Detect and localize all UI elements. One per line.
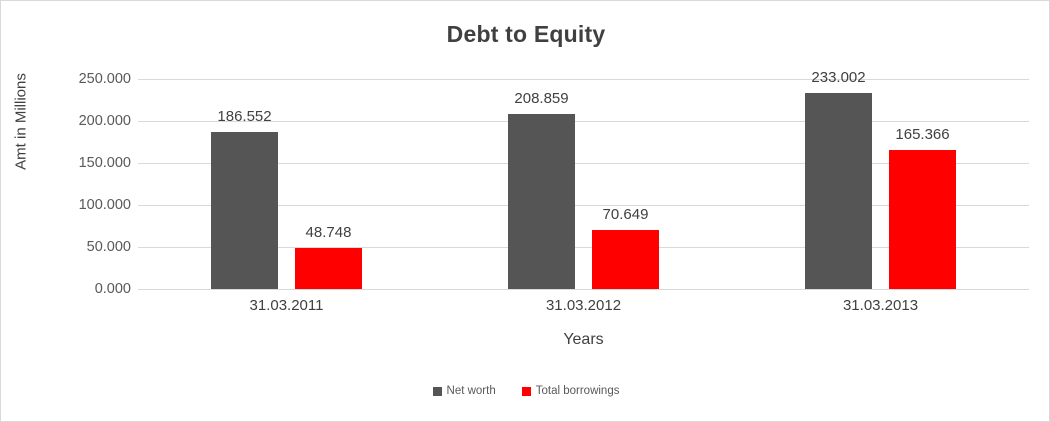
gridline xyxy=(138,247,1029,248)
bar-total-borrowings-31.03.2012[interactable] xyxy=(592,229,659,289)
y-axis-tick-labels: 0.000 50.000 100.000 150.000 200.000 250.000 xyxy=(1,71,131,297)
bar-value-label: 186.552 xyxy=(217,108,272,126)
x-axis-title: Years xyxy=(563,331,604,348)
legend-swatch-icon xyxy=(521,386,531,396)
plot-area: 186.552 48.748 208.859 70.649 233.002 165.366 xyxy=(138,69,1029,290)
bar-value-label: 48.748 xyxy=(305,224,352,242)
bar-net-worth-31.03.2012[interactable] xyxy=(508,113,575,289)
legend-item-net-worth[interactable]: Net worth xyxy=(432,385,496,397)
chart-title: Debt to Equity xyxy=(446,21,606,47)
bar-total-borrowings-31.03.2013[interactable] xyxy=(889,150,956,289)
chart-legend: Net worth Total borrowings xyxy=(1,385,1049,397)
gridline xyxy=(138,205,1029,206)
y-axis-tick-label: 50.000 xyxy=(86,239,131,255)
y-axis-tick-label: 150.000 xyxy=(78,155,131,171)
legend-item-total-borrowings[interactable]: Total borrowings xyxy=(521,385,620,397)
y-axis-tick-label: 0.000 xyxy=(94,281,131,297)
bar-value-label: 208.859 xyxy=(514,89,569,107)
x-axis-category-label: 31.03.2013 xyxy=(842,297,919,314)
y-axis-tick-label: 100.000 xyxy=(78,197,131,213)
gridline xyxy=(138,163,1029,164)
bar-total-borrowings-31.03.2011[interactable] xyxy=(295,248,362,289)
bar-value-label: 165.366 xyxy=(895,126,950,144)
y-axis-tick-label: 200.000 xyxy=(78,113,131,129)
bar-value-label: 70.649 xyxy=(602,205,649,223)
x-axis-category-labels: 31.03.2011 31.03.2012 31.03.2013 xyxy=(138,297,1029,321)
x-axis-category-label: 31.03.2011 xyxy=(249,297,324,314)
bar-net-worth-31.03.2013[interactable] xyxy=(805,93,872,289)
legend-label: Total borrowings xyxy=(535,385,620,397)
bar-net-worth-31.03.2011[interactable] xyxy=(211,132,278,289)
y-axis-tick-label: 250.000 xyxy=(78,71,131,87)
gridline xyxy=(138,121,1029,122)
legend-swatch-icon xyxy=(432,386,442,396)
gridline xyxy=(138,79,1029,80)
gridline xyxy=(138,289,1029,290)
x-axis-category-label: 31.03.2012 xyxy=(545,297,622,314)
legend-label: Net worth xyxy=(446,385,496,397)
bar-value-label: 233.002 xyxy=(811,69,866,87)
